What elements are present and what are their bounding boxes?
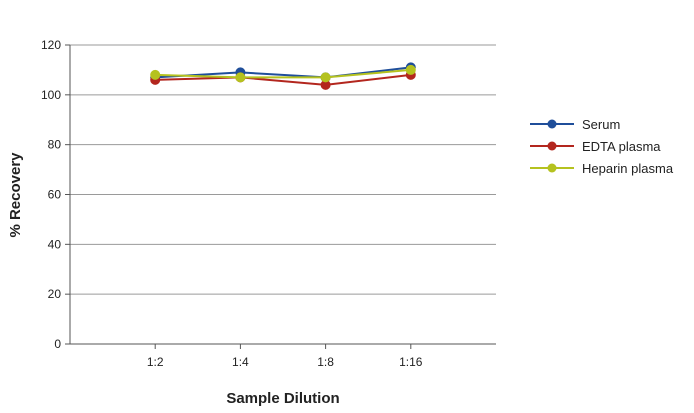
- series-line: [155, 73, 411, 86]
- y-tick-labels: 0 20 40 60 80 100 120: [41, 38, 61, 351]
- y-tick-label: 0: [54, 337, 61, 351]
- y-tick-label: 80: [48, 138, 62, 152]
- y-tick-label: 100: [41, 88, 61, 102]
- legend: Serum EDTA plasma Heparin plasma: [530, 117, 674, 176]
- legend-item: Heparin plasma: [530, 161, 674, 176]
- x-tick-label: 1:2: [147, 355, 164, 369]
- data-point: [405, 64, 416, 75]
- legend-item: Serum: [530, 117, 620, 132]
- series-line: [155, 66, 411, 79]
- legend-label: EDTA plasma: [582, 139, 661, 154]
- x-axis-label: Sample Dilution: [226, 390, 339, 407]
- data-point: [150, 69, 161, 80]
- x-tick-label: 1:8: [317, 355, 334, 369]
- legend-item: EDTA plasma: [530, 139, 661, 154]
- legend-marker: [547, 163, 557, 173]
- series-line: [155, 68, 411, 79]
- y-axis-label: % Recovery: [7, 152, 24, 238]
- legend-marker: [547, 141, 557, 151]
- series: [150, 62, 416, 90]
- axes: [65, 44, 496, 349]
- y-tick-label: 40: [48, 237, 62, 251]
- legend-marker: [547, 119, 557, 129]
- x-tick-label: 1:4: [232, 355, 249, 369]
- legend-label: Serum: [582, 117, 620, 132]
- y-tick-label: 60: [48, 188, 62, 202]
- y-tick-label: 120: [41, 38, 61, 52]
- y-tick-label: 20: [48, 287, 62, 301]
- x-tick-labels: 1:2 1:4 1:8 1:16: [147, 355, 423, 369]
- data-point: [320, 72, 331, 83]
- data-point: [235, 72, 246, 83]
- x-tick-label: 1:16: [399, 355, 423, 369]
- series-2: [150, 64, 416, 83]
- gridlines: [70, 44, 496, 295]
- legend-label: Heparin plasma: [582, 161, 674, 176]
